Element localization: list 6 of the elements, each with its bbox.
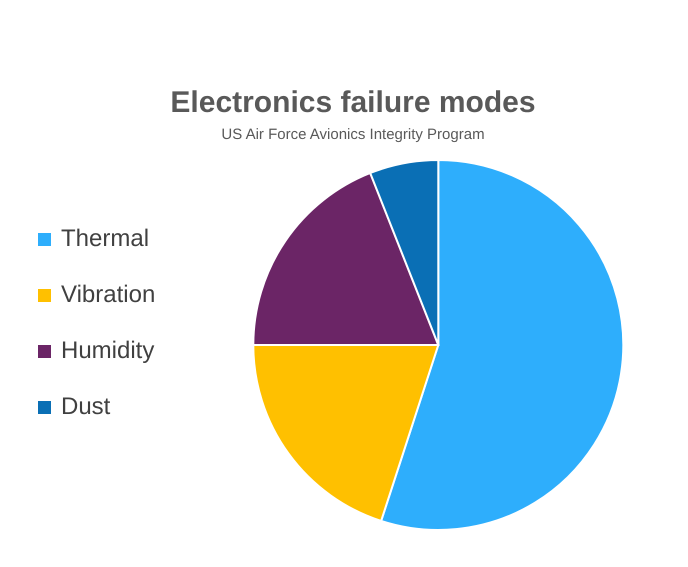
legend-label: Thermal [60, 224, 150, 254]
chart-subtitle: US Air Force Avionics Integrity Program [220, 126, 486, 143]
chart-title: Electronics failure modes [169, 86, 537, 120]
legend-label: Vibration [60, 280, 156, 310]
legend-label: Humidity [60, 336, 156, 366]
legend-label: Dust [60, 392, 112, 422]
